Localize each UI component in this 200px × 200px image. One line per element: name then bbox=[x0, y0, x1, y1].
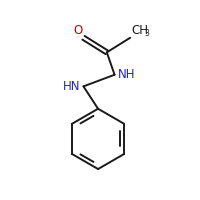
Text: HN: HN bbox=[63, 80, 81, 93]
Text: 3: 3 bbox=[145, 29, 150, 38]
Text: NH: NH bbox=[118, 68, 135, 81]
Text: O: O bbox=[73, 24, 83, 37]
Text: CH: CH bbox=[131, 24, 148, 37]
